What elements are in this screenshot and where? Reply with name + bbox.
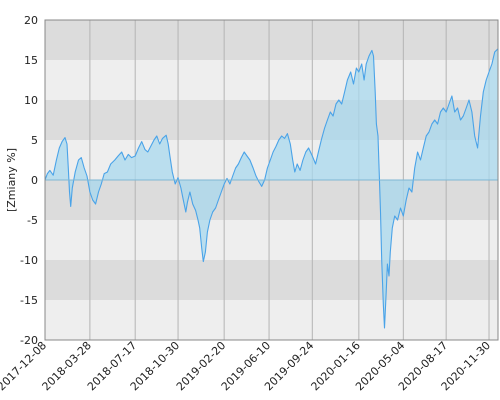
y-tick-label: 15 bbox=[24, 54, 38, 67]
plot-frame bbox=[44, 19, 499, 341]
band-15-20 bbox=[45, 20, 498, 60]
series-line-group bbox=[44, 48, 499, 329]
band--10--5 bbox=[45, 220, 498, 260]
plot-frame-group bbox=[44, 19, 499, 341]
area-fill bbox=[45, 48, 498, 329]
x-axis-tick-labels: 2017-12-082018-03-282018-07-172018-10-30… bbox=[0, 339, 493, 393]
band-10-15 bbox=[45, 60, 498, 100]
y-axis-title: [Zmiany %] bbox=[5, 148, 18, 212]
y-axis-tick-labels: -20 -15 -10 -5 0 5 10 15 20 bbox=[20, 14, 38, 347]
y-tick-label: -10 bbox=[20, 254, 38, 267]
y-tick-label: 20 bbox=[24, 14, 38, 27]
band-5-10 bbox=[45, 100, 498, 140]
y-tick-label: -5 bbox=[27, 214, 38, 227]
y-tick-label: 10 bbox=[24, 94, 38, 107]
y-tick-label: -20 bbox=[20, 334, 38, 347]
band--15--10 bbox=[45, 260, 498, 300]
y-tick-label: -15 bbox=[20, 294, 38, 307]
y-tick-label: 5 bbox=[31, 134, 38, 147]
series-line bbox=[44, 48, 499, 329]
band--20--15 bbox=[45, 300, 498, 340]
area-fill-group bbox=[45, 48, 498, 329]
y-tick-label: 0 bbox=[31, 174, 38, 187]
band--5-0 bbox=[45, 180, 498, 220]
